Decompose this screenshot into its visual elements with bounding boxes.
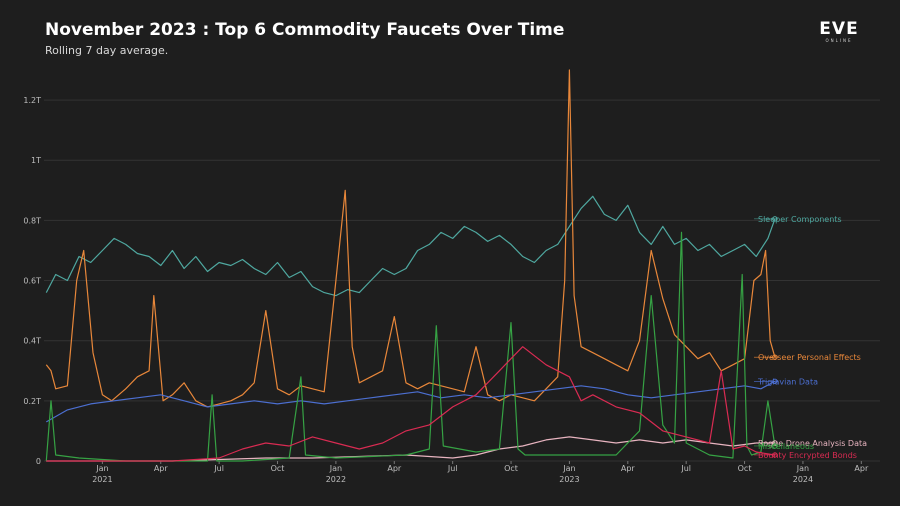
chart-title: November 2023 : Top 6 Commodity Faucets … bbox=[45, 20, 565, 40]
x-tick-year: 2023 bbox=[559, 475, 579, 484]
x-tick-label: Jan bbox=[95, 464, 108, 473]
chart-subtitle: Rolling 7 day average. bbox=[45, 44, 169, 57]
x-tick-label: Apr bbox=[621, 464, 636, 473]
series-label-overseer-personal-effects: Overseer Personal Effects bbox=[758, 353, 861, 362]
y-tick-label: 0.4T bbox=[23, 337, 41, 346]
series-label-rogue-drone-analysis-data: Rogue Drone Analysis Data bbox=[758, 439, 867, 448]
y-tick-label: 1T bbox=[31, 156, 41, 165]
series-label-triglavian-data: Triglavian Data bbox=[757, 377, 818, 386]
x-tick-label: Jul bbox=[447, 464, 458, 473]
series-line-sleeper-components bbox=[45, 195, 776, 297]
x-tick-label: Oct bbox=[271, 464, 285, 473]
series-labels: Sleeper Components Overseer Personal Effe… bbox=[754, 215, 867, 460]
x-tick-year: 2024 bbox=[793, 475, 813, 484]
x-tick-label: Oct bbox=[738, 464, 752, 473]
x-tick-label: Jan bbox=[562, 464, 575, 473]
x-axis: Jan 2021 Apr Jul Oct Jan 2022 Apr Jul Oct Jan 2023 A… bbox=[92, 461, 869, 484]
x-tick-label: Jul bbox=[213, 464, 224, 473]
x-tick-label: Oct bbox=[504, 464, 518, 473]
logo-wordmark: EVE bbox=[819, 19, 859, 39]
x-tick-label: Jul bbox=[680, 464, 691, 473]
x-tick-year: 2021 bbox=[92, 475, 112, 484]
y-tick-label: 1.2T bbox=[23, 96, 41, 105]
y-tick-label: 0.8T bbox=[23, 216, 41, 225]
chart-series bbox=[45, 69, 776, 462]
y-tick-label: 0 bbox=[36, 457, 41, 466]
series-label-miscellaneous: Miscellaneous bbox=[758, 442, 814, 451]
series-label-bounty-encrypted-bonds: Bounty Encrypted Bonds bbox=[758, 451, 857, 460]
y-axis: 0 0.2T 0.4T 0.6T 0.8T 1T 1.2T bbox=[23, 96, 41, 466]
x-tick-year: 2022 bbox=[326, 475, 346, 484]
eve-online-logo: EVE ONLINE bbox=[812, 20, 866, 43]
logo-subtext: ONLINE bbox=[825, 38, 853, 43]
series-label-sleeper-components: Sleeper Components bbox=[758, 215, 842, 224]
series-line-bounty-encrypted-bonds bbox=[46, 346, 775, 462]
x-tick-label: Jan bbox=[329, 464, 342, 473]
x-tick-label: Apr bbox=[154, 464, 169, 473]
y-tick-label: 0.2T bbox=[23, 397, 41, 406]
x-tick-label: Jan bbox=[796, 464, 809, 473]
series-line-rogue-drone-analysis-data bbox=[46, 436, 775, 462]
y-tick-label: 0.6T bbox=[23, 277, 41, 286]
x-tick-label: Apr bbox=[854, 464, 869, 473]
series-line-triglavian-data bbox=[46, 380, 776, 423]
x-tick-label: Apr bbox=[387, 464, 402, 473]
series-line-miscellaneous bbox=[45, 231, 776, 462]
series-line-overseer-personal-effects bbox=[45, 69, 776, 408]
